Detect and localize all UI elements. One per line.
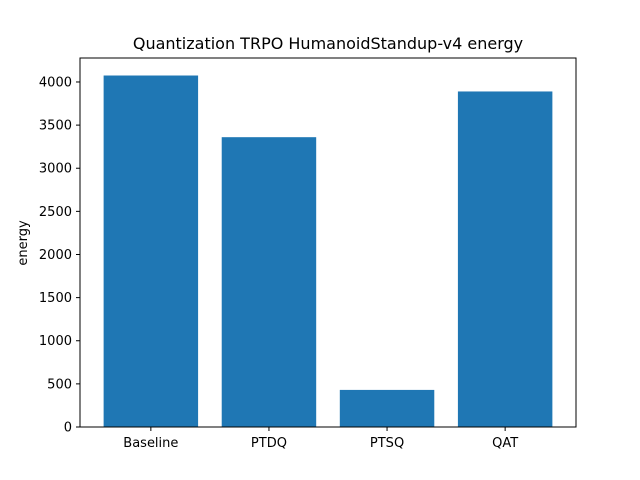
y-tick-label: 3500 [39, 119, 72, 134]
y-axis-label: energy [16, 220, 31, 266]
bars-group [103, 75, 553, 428]
chart-title: Quantization TRPO HumanoidStandup-v4 ene… [133, 34, 523, 53]
y-tick-label: 500 [47, 377, 72, 392]
y-tick-label: 0 [64, 421, 72, 436]
x-tick-label: QAT [492, 436, 518, 451]
bar-ptdq [221, 137, 317, 428]
y-tick-label: 3000 [39, 162, 72, 177]
bar-baseline [103, 75, 199, 427]
y-tick-label: 1000 [39, 334, 72, 349]
x-tick-label: PTSQ [370, 436, 404, 451]
y-tick-label: 2500 [39, 205, 72, 220]
y-axis: 0 500 1000 1500 2000 2500 3000 3500 4000 [39, 75, 80, 436]
x-tick-label: Baseline [123, 436, 178, 451]
y-tick-label: 1500 [39, 291, 72, 306]
x-axis: Baseline PTDQ PTSQ QAT [123, 427, 518, 451]
bar-ptsq [339, 389, 435, 427]
y-tick-label: 4000 [39, 75, 72, 90]
x-tick-label: PTDQ [251, 436, 287, 451]
plot-frame [79, 57, 577, 428]
bar-qat [457, 91, 553, 427]
y-tick-label: 2000 [39, 248, 72, 263]
